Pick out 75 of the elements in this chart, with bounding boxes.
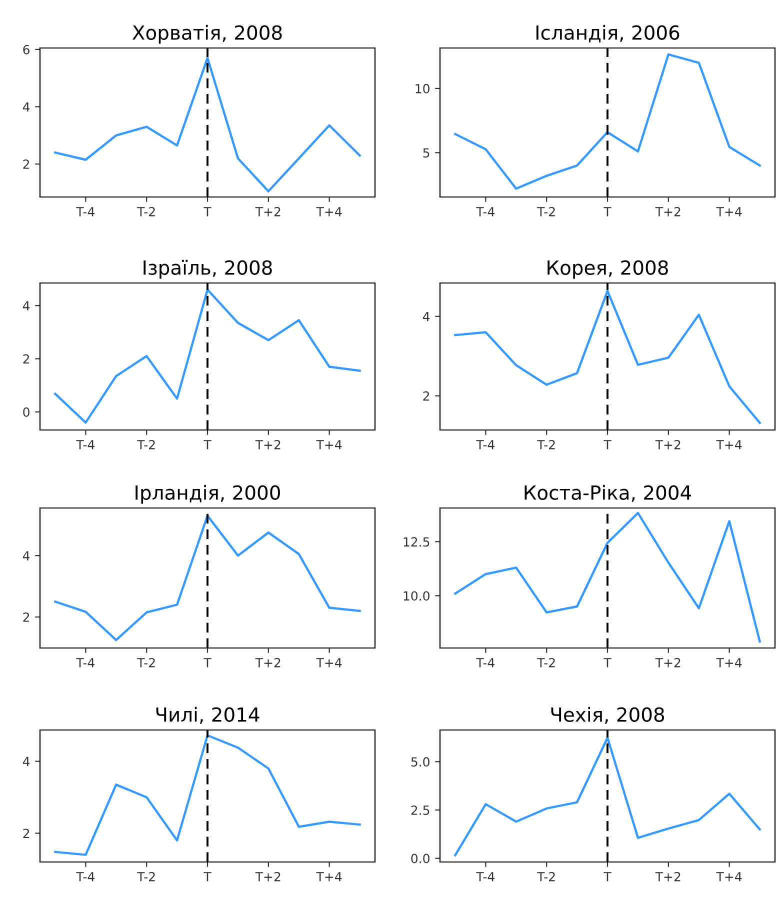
chart-title: Ірландія, 2000 [136,484,280,504]
y-tick-label: 2.5 [411,805,430,815]
x-tick-label: T-4 [76,440,94,450]
x-tick-label: T+4 [716,207,742,216]
x-tick-label: T-4 [76,872,94,882]
x-tick-label: T+2 [655,440,680,450]
y-tick-label: 6 [23,44,30,54]
x-tick-label: T+4 [316,658,342,668]
line-series [454,512,761,643]
y-tick-label: 2 [23,828,30,838]
y-tick-label: 0.0 [411,854,430,864]
y-tick-label: 4 [22,102,30,112]
x-tick-label: T+2 [655,206,680,216]
x-tick-label: T-2 [537,658,555,668]
x-tick-label: T-2 [137,658,155,668]
y-tick-label: 0 [23,407,30,417]
y-tick-label: 5.0 [411,757,430,767]
x-tick-label: T-2 [537,872,555,882]
y-tick-label: 2 [23,160,30,169]
y-tick-label: 4 [22,301,30,310]
line-series [54,734,361,856]
x-tick-label: T+2 [255,440,280,450]
x-tick-label: T+4 [316,440,342,450]
x-tick-label: T-2 [137,206,155,216]
y-tick-label: 10 [416,84,430,94]
x-tick-label: T+4 [716,658,742,668]
y-tick-label: 10.0 [404,591,430,601]
y-tick-label: 4 [22,756,30,766]
x-tick-label: T [204,207,212,216]
x-tick-label: T [604,207,612,216]
x-tick-label: T+2 [255,658,280,668]
chart-title: Корея, 2008 [548,260,668,279]
x-tick-label: T+2 [255,206,280,216]
chart-title: Чилі, 2014 [156,706,260,724]
line-series [454,736,761,856]
line-series [54,288,361,424]
x-tick-label: T-4 [476,658,494,668]
chart-title: Ісландія, 2006 [536,24,680,42]
x-tick-label: T+2 [655,658,680,668]
x-tick-label: T+4 [716,440,742,450]
x-tick-label: T-4 [76,207,94,216]
y-tick-label: 4 [22,551,30,560]
x-tick-label: T [204,872,212,882]
x-tick-label: T [604,658,612,668]
x-tick-label: T-2 [537,440,555,450]
y-tick-label: 4 [422,312,430,322]
line-series [454,290,761,424]
x-tick-label: T [204,658,212,668]
y-tick-label: 2 [23,354,30,364]
x-tick-label: T+4 [716,872,742,882]
x-tick-label: T+4 [316,872,342,882]
chart-title: Хорватія, 2008 [132,24,282,44]
chart-title: Чехія, 2008 [551,706,664,724]
line-series [54,514,361,642]
x-tick-label: T [204,440,212,450]
line-series [454,53,761,190]
x-tick-label: T-4 [476,207,494,216]
x-tick-label: T+2 [255,872,280,882]
x-tick-label: T [604,440,612,450]
y-tick-label: 12.5 [404,537,430,547]
x-tick-label: T-2 [137,440,155,450]
x-tick-label: T [604,872,612,882]
y-tick-label: 2 [423,391,430,401]
x-tick-label: T-4 [476,440,494,450]
x-tick-label: T-2 [537,206,555,216]
x-tick-label: T-4 [76,658,94,668]
y-tick-label: 2 [23,612,30,622]
x-tick-label: T-4 [476,872,494,882]
chart-title: Коста-Ріка, 2004 [524,484,692,502]
line-series [54,56,361,192]
y-tick-label: 5 [423,148,430,158]
x-tick-label: T+4 [316,207,342,216]
x-tick-label: T-2 [137,872,155,882]
x-tick-label: T+2 [655,872,680,882]
chart-title: Ізраїль, 2008 [144,260,272,279]
